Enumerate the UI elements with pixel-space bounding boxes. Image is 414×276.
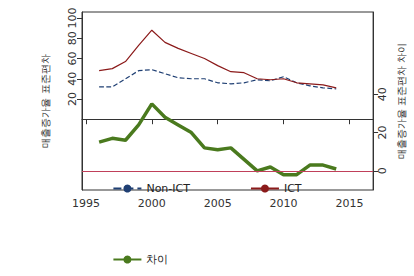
svg-text:ICT: ICT bbox=[284, 182, 302, 195]
svg-text:0: 0 bbox=[376, 167, 389, 174]
svg-text:20: 20 bbox=[376, 126, 389, 140]
svg-text:2010: 2010 bbox=[270, 197, 298, 210]
svg-text:40: 40 bbox=[376, 87, 389, 101]
svg-text:Non-ICT: Non-ICT bbox=[146, 182, 190, 195]
svg-text:2000: 2000 bbox=[138, 197, 166, 210]
svg-text:1995: 1995 bbox=[72, 197, 100, 210]
svg-text:차이: 차이 bbox=[146, 253, 168, 266]
svg-text:40: 40 bbox=[66, 72, 79, 86]
svg-text:80: 80 bbox=[66, 31, 79, 45]
svg-text:2005: 2005 bbox=[204, 197, 232, 210]
svg-text:2015: 2015 bbox=[335, 197, 363, 210]
svg-text:매출증가율 표준편차 차이: 매출증가율 표준편차 차이 bbox=[396, 43, 407, 159]
svg-text:60: 60 bbox=[66, 52, 79, 66]
svg-text:100: 100 bbox=[66, 8, 79, 29]
svg-text:20: 20 bbox=[66, 92, 79, 106]
svg-text:매출증가율 표준편차: 매출증가율 표준편차 bbox=[40, 54, 51, 147]
